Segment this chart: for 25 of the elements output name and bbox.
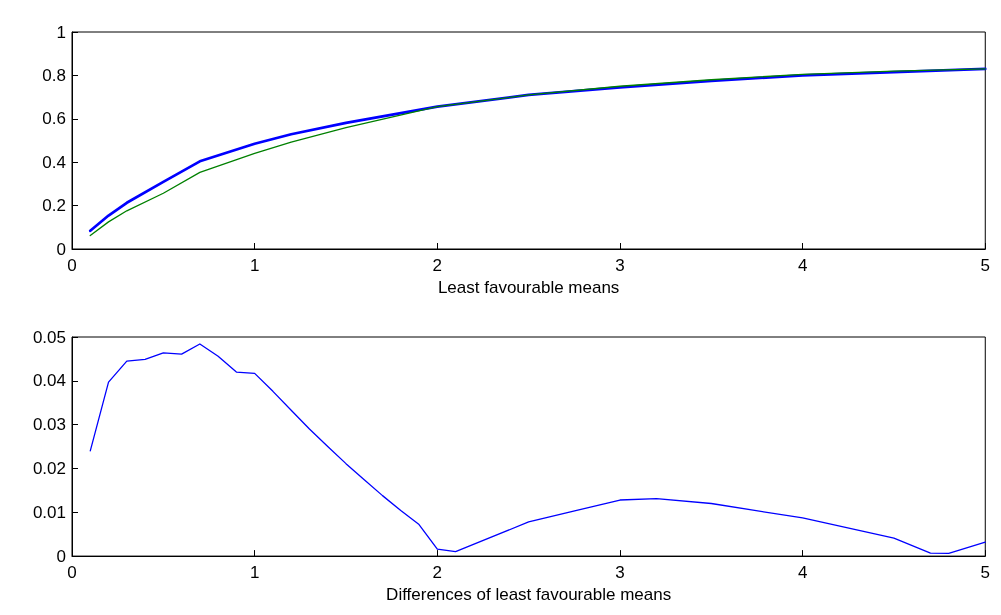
x-axis-title: Least favourable means (437, 277, 620, 297)
y-tick-label: 0.01 (32, 502, 66, 522)
x-tick-label: 3 (615, 563, 625, 583)
y-tick-label: 0 (56, 239, 66, 259)
line-series (89, 343, 986, 555)
y-tick-label: 0.05 (32, 327, 66, 347)
y-tick-label: 0.2 (42, 196, 66, 216)
x-tick-label: 4 (797, 563, 808, 583)
x-tick-label: 1 (249, 256, 260, 275)
x-tick-label: 1 (249, 563, 260, 583)
y-tick-label: 0.6 (42, 109, 66, 129)
x-tick-label: 2 (432, 563, 443, 583)
y-tick-label: 0.04 (32, 371, 66, 391)
y-tick-label: 0.02 (32, 458, 66, 478)
y-tick-label: 1 (56, 22, 66, 42)
x-tick-label: 5 (980, 256, 991, 275)
x-axis-title: Differences of least favourable means (386, 585, 672, 604)
x-tick-label: 2 (432, 256, 443, 275)
y-tick-label: 0.4 (42, 152, 66, 172)
y-tick-label: 0 (56, 546, 66, 566)
y-tick-label: 0.8 (42, 65, 66, 85)
y-tick-label: 0.03 (32, 415, 66, 435)
x-tick-label: 4 (797, 256, 808, 275)
x-tick-label: 3 (615, 256, 625, 275)
x-tick-label: 5 (980, 563, 991, 583)
